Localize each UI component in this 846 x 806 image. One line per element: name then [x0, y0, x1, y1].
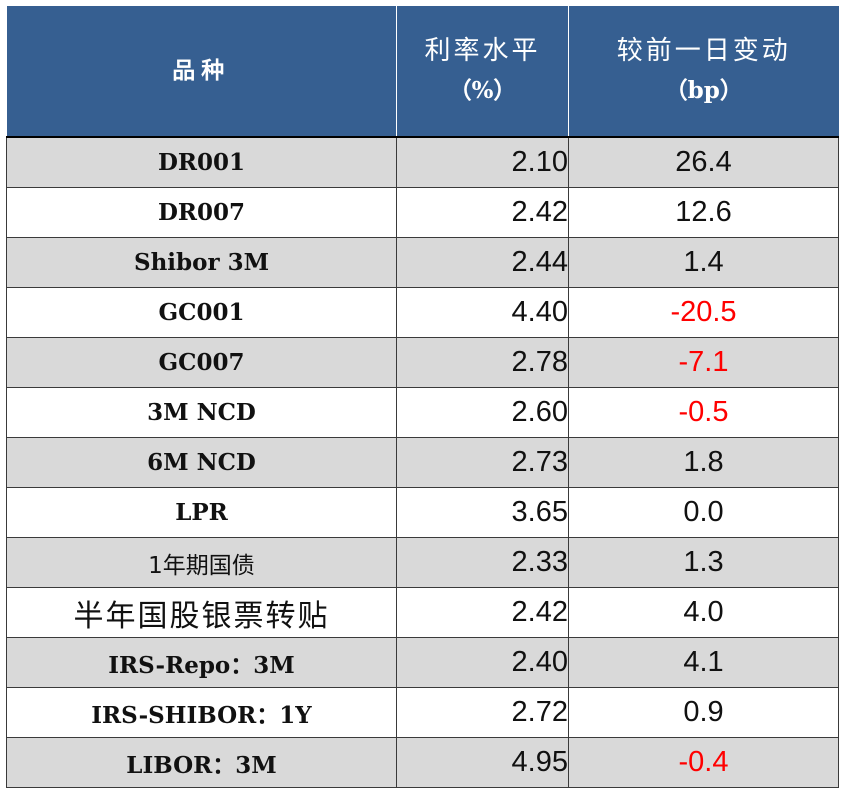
row-change: -0.4 [568, 737, 839, 788]
row-change: 1.4 [568, 237, 839, 288]
table-row: 1年期国债 2.33 1.3 [6, 537, 839, 588]
row-rate: 2.42 [396, 187, 569, 238]
table-row: 半年国股银票转贴 2.42 4.0 [6, 587, 839, 638]
header-row: 品种 利率水平 （%） 较前一日变动 （bp） [6, 6, 839, 138]
table-row: LIBOR：3M 4.95 -0.4 [6, 737, 839, 788]
row-rate: 2.78 [396, 337, 569, 388]
row-name: IRS-Repo：3M [6, 637, 397, 688]
table-body: DR001 2.10 26.4 DR007 2.42 12.6 Shibor 3… [6, 136, 839, 788]
table-row: LPR 3.65 0.0 [6, 487, 839, 538]
row-name: 1年期国债 [6, 537, 397, 588]
row-rate: 2.72 [396, 687, 569, 738]
rates-table: 品种 利率水平 （%） 较前一日变动 （bp） DR001 2.10 26.4 … [6, 6, 839, 788]
row-change: 0.0 [568, 487, 839, 538]
row-name: LIBOR：3M [6, 737, 397, 788]
row-name: 半年国股银票转贴 [6, 587, 397, 638]
header-rate: 利率水平 （%） [396, 6, 569, 138]
row-change: -20.5 [568, 287, 839, 338]
row-name: 6M NCD [6, 437, 397, 488]
row-rate: 2.60 [396, 387, 569, 438]
row-rate: 2.44 [396, 237, 569, 288]
row-change: 1.3 [568, 537, 839, 588]
row-rate: 2.40 [396, 637, 569, 688]
row-rate: 2.10 [396, 136, 569, 188]
table-row: IRS-Repo：3M 2.40 4.1 [6, 637, 839, 688]
table-row: GC001 4.40 -20.5 [6, 287, 839, 338]
row-change: 0.9 [568, 687, 839, 738]
row-name: GC007 [6, 337, 397, 388]
row-change: 12.6 [568, 187, 839, 238]
row-name: 3M NCD [6, 387, 397, 438]
table-row: 6M NCD 2.73 1.8 [6, 437, 839, 488]
table-row: DR001 2.10 26.4 [6, 136, 839, 188]
row-change: 1.8 [568, 437, 839, 488]
row-change: 26.4 [568, 136, 839, 188]
header-change-unit: （bp） [664, 77, 743, 104]
row-rate: 4.40 [396, 287, 569, 338]
table-row: DR007 2.42 12.6 [6, 187, 839, 238]
row-name: Shibor 3M [6, 237, 397, 288]
header-rate-title: 利率水平 [424, 36, 541, 66]
row-rate: 3.65 [396, 487, 569, 538]
row-name: DR007 [6, 187, 397, 238]
header-change: 较前一日变动 （bp） [568, 6, 839, 138]
table-row: IRS-SHIBOR：1Y 2.72 0.9 [6, 687, 839, 738]
row-name: LPR [6, 487, 397, 538]
header-change-title: 较前一日变动 [616, 36, 791, 66]
row-change: -7.1 [568, 337, 839, 388]
header-name: 品种 [6, 6, 397, 138]
row-rate: 2.73 [396, 437, 569, 488]
row-rate: 2.42 [396, 587, 569, 638]
row-name: IRS-SHIBOR：1Y [6, 687, 397, 738]
row-rate: 4.95 [396, 737, 569, 788]
header-rate-unit: （%） [448, 77, 517, 104]
table-row: GC007 2.78 -7.1 [6, 337, 839, 388]
row-rate: 2.33 [396, 537, 569, 588]
row-change: 4.0 [568, 587, 839, 638]
row-change: -0.5 [568, 387, 839, 438]
row-name: DR001 [6, 136, 397, 188]
row-change: 4.1 [568, 637, 839, 688]
table-header: 品种 利率水平 （%） 较前一日变动 （bp） [6, 6, 839, 138]
table-row: 3M NCD 2.60 -0.5 [6, 387, 839, 438]
table-row: Shibor 3M 2.44 1.4 [6, 237, 839, 288]
row-name: GC001 [6, 287, 397, 338]
